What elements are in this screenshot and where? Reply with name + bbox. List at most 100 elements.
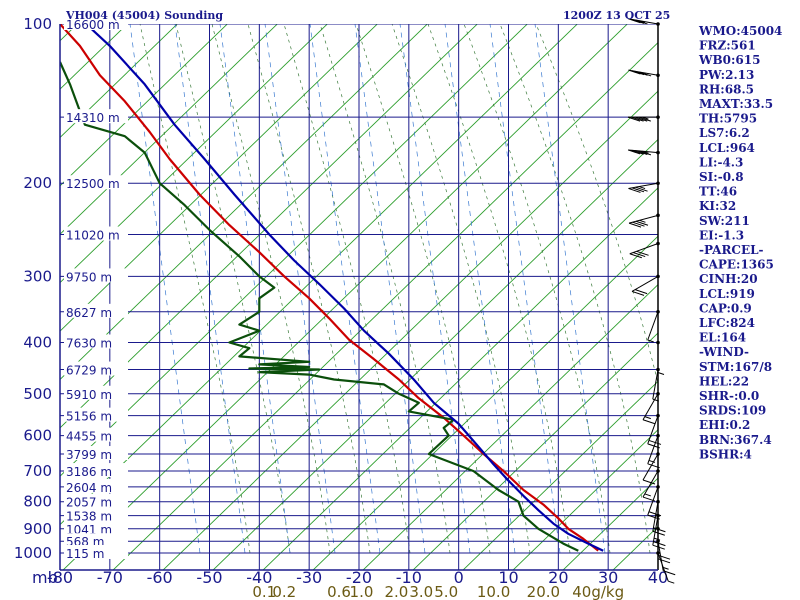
barb-half [652, 398, 659, 402]
dry-adiabat [462, 380, 658, 570]
barb-flag [648, 439, 662, 445]
height-label-bg [64, 493, 128, 508]
dry-adiabat [62, 24, 628, 570]
barb-flag [632, 221, 645, 227]
barb-staff [631, 275, 659, 292]
mixing-ratio-label: 0.2 [272, 583, 296, 600]
barb-staff [647, 486, 659, 516]
barb-flag [628, 18, 641, 24]
barb-half [642, 116, 649, 120]
index-item: LCL:919 [699, 287, 755, 301]
barb-dot [656, 539, 660, 544]
dry-adiabat [212, 138, 658, 570]
pressure-tick-label: 300 [23, 267, 52, 285]
index-item: STM:167/8 [699, 360, 772, 374]
index-item: LCL:964 [699, 141, 755, 155]
barb-dot [656, 310, 660, 314]
index-item: HEL:22 [699, 374, 749, 388]
temperature-tick-label: 40 [648, 568, 668, 587]
barb-staff [628, 214, 659, 224]
height-tick-label: 2604 m [66, 481, 112, 495]
height-label-bg [64, 520, 128, 535]
moist-adiabat [139, 24, 251, 554]
mixing-ratio-label: 20.0 [527, 583, 560, 600]
height-tick-label: 6729 m [66, 364, 112, 378]
barb-flag [635, 19, 648, 25]
barb-flag [635, 116, 648, 122]
index-item: SRDS:109 [699, 404, 766, 418]
barb-flag [627, 149, 641, 155]
barb-flag [631, 116, 644, 122]
dry-adiabat [60, 24, 528, 477]
index-item: CINH:20 [699, 272, 758, 286]
temperature-tick-label: 0 [454, 568, 464, 587]
dry-adiabat [60, 24, 428, 381]
barb-dot [656, 513, 660, 518]
dry-adiabat [162, 90, 658, 570]
temperature-tick-label: 10 [498, 568, 518, 587]
mixing-ratio-label: 0.6 [327, 583, 351, 600]
pressure-tick-label: 100 [23, 15, 52, 33]
index-item: LS7:6.2 [699, 126, 750, 140]
temperature-tick-label: -20 [346, 568, 372, 587]
height-label-bg [64, 361, 128, 376]
mixing-ratio-line [309, 24, 381, 554]
mixing-ratio-label: 1.0 [350, 583, 374, 600]
index-item: -PARCEL- [699, 243, 764, 257]
mixing-ratio-label: 0.1 [252, 583, 276, 600]
barb-flag [642, 479, 656, 485]
wind-barb [656, 551, 675, 584]
wind-barb [631, 274, 660, 296]
barb-flag [631, 70, 645, 76]
barb-dot [656, 213, 660, 218]
height-label-bg [64, 427, 128, 442]
temperature-tick-label: -60 [147, 568, 173, 587]
barb-staff [642, 393, 659, 420]
height-tick-label: 2057 m [66, 496, 112, 510]
height-tick-label: 12500 m [66, 177, 120, 191]
barb-half [647, 339, 654, 343]
barb-flag [634, 289, 648, 295]
barb-staff [652, 369, 659, 400]
wind-barb [642, 452, 660, 485]
barb-half [648, 459, 656, 463]
mixing-ratio-line [399, 24, 471, 554]
index-item: WB0:615 [698, 53, 760, 67]
barb-flag [636, 250, 649, 256]
temperature-tick-label: -80 [47, 568, 73, 587]
moist-adiabat [535, 24, 658, 385]
barb-flag [635, 186, 648, 192]
barb-dot [656, 469, 660, 473]
height-tick-label: 3186 m [66, 465, 112, 479]
height-tick-label: 7630 m [66, 336, 112, 350]
height-label-bg [64, 478, 128, 493]
barb-staff [647, 311, 659, 341]
wind-barb [628, 213, 660, 228]
barb-flag [628, 222, 642, 228]
barb-dot [656, 73, 660, 78]
height-label-bg [64, 109, 128, 124]
index-item: TH:5795 [699, 112, 757, 126]
station-title: VH004 (45004) Sounding [65, 9, 223, 22]
wind-barb [647, 310, 660, 343]
plot-frame [59, 24, 659, 571]
pressure-tick-label: 400 [23, 333, 52, 351]
barb-dot [656, 485, 660, 489]
wind-barb [629, 241, 660, 259]
series-group [60, 24, 604, 552]
mixing-ratio-line [489, 24, 561, 554]
barb-dot [656, 367, 660, 372]
index-item: SW:211 [699, 214, 750, 228]
wind-barb [627, 149, 660, 156]
barb-flag [628, 69, 641, 75]
mixing-ratio-line [444, 24, 516, 554]
index-item: LI:-4.3 [699, 155, 743, 169]
wind-barb [628, 18, 660, 26]
height-tick-label: 8627 m [66, 306, 112, 320]
mixing-ratio-label: 5.0 [434, 583, 458, 600]
height-label-bg [64, 334, 128, 349]
barb-flag [631, 18, 645, 24]
index-item: LFC:824 [699, 316, 755, 330]
height-label-bg [64, 385, 128, 400]
height-label-bg [64, 175, 128, 190]
